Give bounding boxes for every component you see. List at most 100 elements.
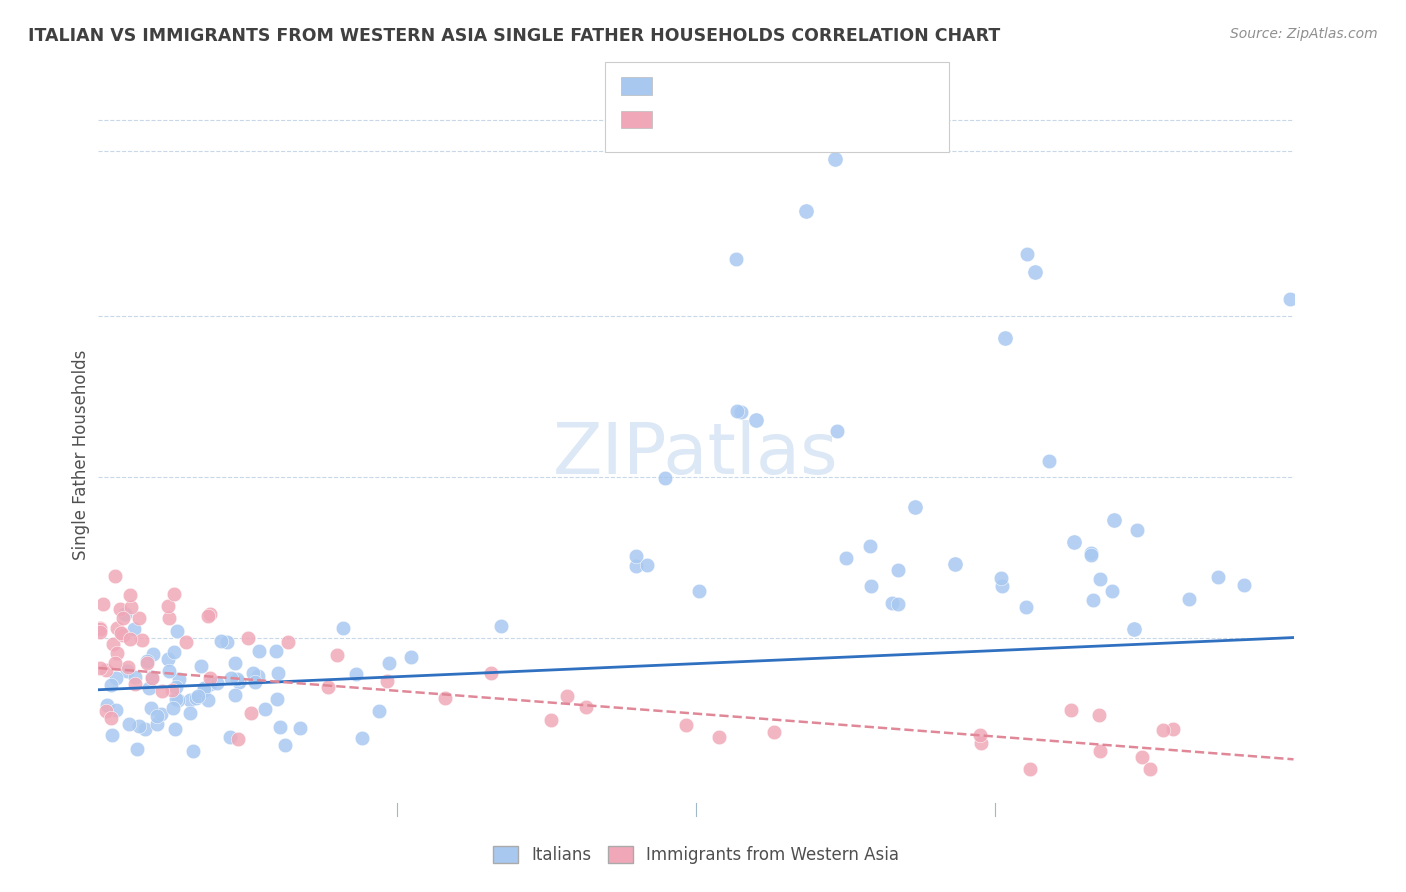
Point (226, 732, 249, 747)
Point (117, 716, 139, 731)
Point (1015, 599, 1038, 614)
Point (89, 661, 111, 675)
Point (181, 744, 204, 758)
Point (239, 706, 262, 720)
Point (108, 602, 131, 616)
Point (150, 684, 173, 698)
Point (205, 676, 228, 690)
Point (745, 413, 768, 427)
Point (200, 671, 222, 685)
Point (226, 672, 249, 686)
Point (990, 571, 1012, 585)
Point (269, 720, 291, 734)
Point (489, 619, 512, 633)
Point (100, 678, 122, 692)
Point (89, 621, 111, 635)
Text: 0.278: 0.278 (707, 81, 755, 96)
Point (479, 666, 502, 681)
Point (224, 688, 246, 702)
Point (762, 724, 785, 739)
Point (1233, 578, 1256, 592)
Point (101, 728, 124, 742)
Point (91, 597, 114, 611)
Point (243, 675, 266, 690)
Point (179, 706, 201, 720)
Point (96, 698, 118, 713)
Point (375, 674, 398, 689)
Point (688, 584, 710, 599)
Point (1088, 707, 1111, 722)
Text: -0.267: -0.267 (707, 115, 756, 130)
Point (267, 665, 290, 680)
Point (288, 721, 311, 735)
Point (277, 635, 299, 649)
Point (1080, 548, 1102, 562)
Point (1015, 247, 1038, 261)
Point (725, 404, 748, 418)
Point (104, 657, 127, 671)
Point (1178, 592, 1201, 607)
Point (399, 649, 422, 664)
Text: N =: N = (780, 81, 814, 96)
Point (105, 703, 128, 717)
Point (139, 701, 162, 715)
Point (1024, 265, 1046, 279)
Point (1080, 545, 1102, 559)
Point (89, 622, 111, 636)
Point (316, 680, 339, 694)
Point (730, 405, 752, 419)
Point (626, 558, 648, 573)
Point (274, 739, 297, 753)
Point (105, 621, 128, 635)
Point (187, 689, 209, 703)
Point (114, 607, 136, 621)
Point (724, 252, 747, 266)
Point (127, 742, 149, 756)
Point (1063, 534, 1085, 549)
Point (160, 683, 183, 698)
Point (110, 625, 132, 640)
Point (1059, 703, 1081, 717)
Point (103, 637, 125, 651)
Point (1123, 622, 1146, 636)
Point (209, 634, 232, 648)
Point (146, 709, 169, 723)
Point (124, 677, 146, 691)
Point (115, 664, 138, 678)
Point (100, 710, 122, 724)
Point (368, 704, 391, 718)
Point (89, 624, 111, 639)
Text: R =: R = (657, 81, 690, 96)
Text: 53: 53 (827, 115, 846, 130)
Point (157, 599, 180, 613)
Point (197, 692, 219, 706)
Point (136, 657, 159, 671)
Point (166, 624, 188, 638)
Point (165, 722, 187, 736)
Point (636, 558, 658, 572)
Point (994, 330, 1017, 344)
Point (200, 607, 222, 621)
Point (540, 713, 562, 727)
Point (134, 722, 156, 736)
Point (104, 671, 127, 685)
Point (880, 596, 903, 610)
Text: N =: N = (780, 115, 814, 130)
Point (1038, 454, 1060, 468)
Point (198, 677, 221, 691)
Point (344, 667, 367, 681)
Y-axis label: Single Father Households: Single Father Households (72, 350, 90, 560)
Point (156, 652, 179, 666)
Point (1126, 523, 1149, 537)
Point (1104, 513, 1126, 527)
Point (157, 664, 180, 678)
Point (131, 633, 153, 648)
Point (1088, 572, 1111, 586)
Point (165, 691, 187, 706)
Point (197, 608, 219, 623)
Point (1018, 762, 1040, 776)
Point (253, 701, 276, 715)
Point (835, 551, 858, 566)
Point (165, 680, 187, 694)
Point (555, 689, 578, 703)
